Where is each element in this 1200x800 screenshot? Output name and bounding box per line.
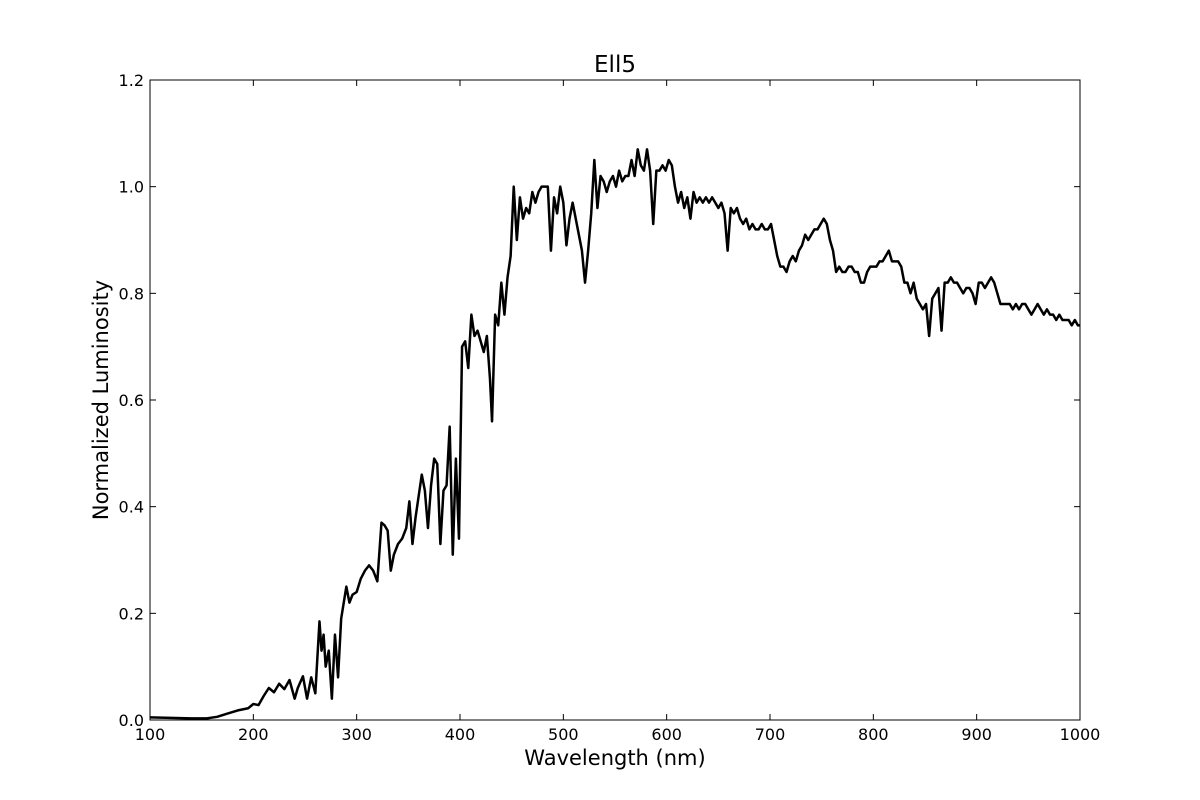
y-tick-label: 0.8 [119,284,144,303]
y-tick-label: 0.6 [119,391,144,410]
x-tick-label: 1000 [1060,725,1101,744]
x-tick-label: 300 [341,725,372,744]
x-tick-label: 800 [858,725,889,744]
x-axis-label: Wavelength (nm) [524,746,705,770]
x-tick-label: 400 [445,725,476,744]
x-tick-label: 100 [135,725,166,744]
x-tick-label: 200 [238,725,269,744]
axis-ticks: 100 200 300 400 500 600 700 800 900 1000 0.0 0.2 0.4… [119,71,1101,744]
x-tick-label: 700 [755,725,786,744]
x-tick-label: 500 [548,725,579,744]
x-tick-label: 900 [961,725,992,744]
y-axis-label: Normalized Luminosity [89,280,113,520]
chart-title: Ell5 [594,52,636,78]
y-tick-label: 1.2 [119,71,144,90]
plot-lines [149,148,1080,720]
x-tick-label: 600 [651,725,682,744]
y-tick-label: 0.0 [119,711,144,730]
y-tick-label: 0.2 [119,604,144,623]
y-tick-label: 0.4 [119,498,144,517]
y-tick-label: 1.0 [119,178,144,197]
series-line-ell5 [149,148,1080,720]
plot-area-frame [149,79,1081,721]
